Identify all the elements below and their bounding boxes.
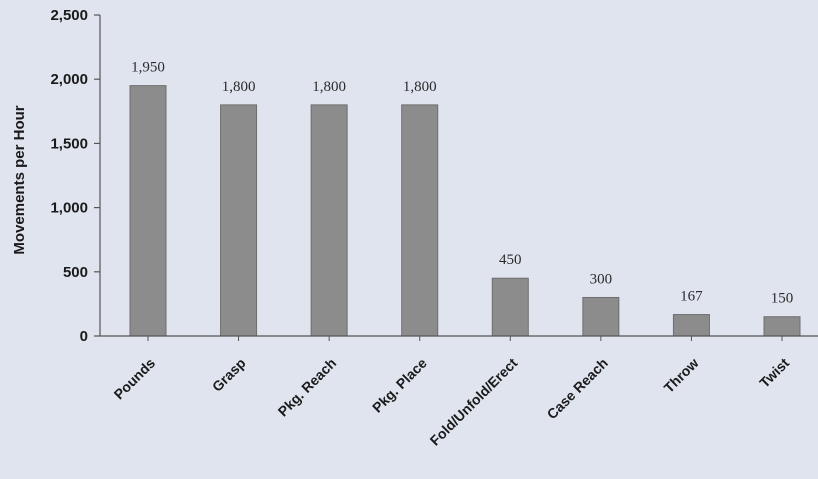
x-tick-label: Fold/Unfold/Erect [427, 355, 521, 449]
data-label: 450 [499, 252, 522, 268]
bar-fold-unfold-erect [491, 277, 529, 337]
x-tick-label: Grasp [209, 355, 249, 395]
bar-grasp [220, 104, 258, 337]
x-tick-label: Pkg. Place [369, 355, 430, 416]
y-tick-label: 0 [80, 328, 88, 345]
bar-twist [763, 316, 801, 337]
y-axis: 0 500 1,000 1,500 2,000 2,500 [50, 7, 100, 345]
bar-pkg-reach [310, 104, 348, 337]
y-tick-label: 500 [63, 264, 88, 281]
bar-pkg-place [401, 104, 439, 337]
x-axis: Pounds Grasp Pkg. Reach Pkg. PlaceFold/Unfo… [111, 336, 792, 449]
y-axis-label: Movements per Hour [11, 105, 28, 254]
bar-throw [672, 314, 710, 337]
x-tick-label: Twist [756, 355, 792, 391]
x-tick-label: Throw [661, 355, 702, 396]
bar-case-reach [582, 296, 620, 337]
data-label: 1,800 [403, 79, 437, 95]
x-tick-label: Case Reach [544, 355, 611, 422]
x-tick-label: Pkg. Reach [275, 355, 340, 420]
data-label: 1,800 [222, 79, 256, 95]
x-tick-label: Pounds [111, 355, 159, 403]
data-label: 1,950 [131, 60, 165, 76]
bar-series: 1,950 1,800 1,800 1,800 450 300 167 150 [129, 60, 801, 337]
y-tick-label: 1,500 [50, 135, 88, 152]
bar-pounds [129, 85, 167, 337]
data-label: 167 [680, 289, 703, 305]
y-tick-label: 2,000 [50, 71, 88, 88]
data-label: 150 [771, 291, 794, 307]
data-label: 300 [590, 271, 613, 287]
data-label: 1,800 [312, 79, 346, 95]
y-tick-label: 1,000 [50, 200, 88, 217]
y-tick-label: 2,500 [50, 7, 88, 24]
